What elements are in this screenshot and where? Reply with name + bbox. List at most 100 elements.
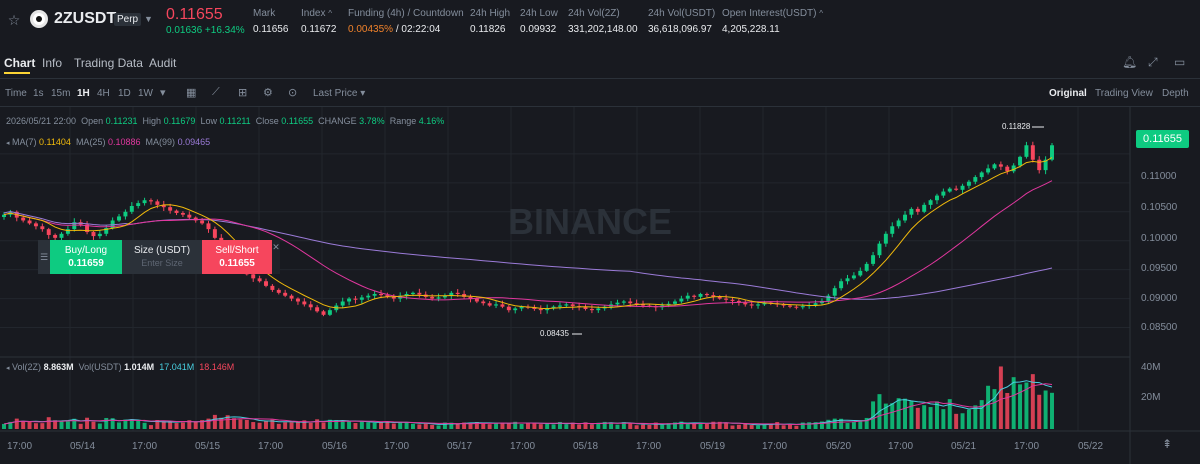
volume-bar <box>934 401 939 429</box>
candlestick-chart[interactable]: BINANCE 0.11828 0.08435 <box>0 107 1200 464</box>
volume-bar <box>807 422 812 429</box>
candle <box>123 211 128 217</box>
candle <box>72 222 77 230</box>
settings-icon[interactable]: ⚙ <box>263 87 273 99</box>
candle <box>91 232 96 237</box>
volume-bar <box>85 417 90 429</box>
favorite-star-icon[interactable]: ☆ <box>7 12 21 28</box>
interval-1d[interactable]: 1D <box>118 88 131 99</box>
volume-bar <box>302 420 307 429</box>
tab-info[interactable]: Info <box>42 56 63 70</box>
symbol-name[interactable]: 2ZUSDT <box>54 10 117 27</box>
candle <box>736 300 741 303</box>
bell-icon[interactable]: 🔔︎ <box>1122 55 1138 69</box>
volume-bar <box>142 422 147 429</box>
volume-bar <box>494 423 499 429</box>
volume-bar <box>986 385 991 429</box>
tab-chart[interactable]: Chart <box>4 56 36 70</box>
grid-icon[interactable]: ⊞ <box>238 87 248 99</box>
size-field: Size (USDT) <box>122 240 202 274</box>
volume-bar <box>417 424 422 429</box>
buy-long-button[interactable]: Buy/Long 0.11659 <box>50 240 122 274</box>
size-input[interactable] <box>126 258 198 268</box>
volume-bar <box>78 423 83 429</box>
interval-1w[interactable]: 1W <box>138 88 153 99</box>
volume-bar <box>372 422 377 429</box>
candle <box>200 220 205 224</box>
volume-bar <box>155 419 160 429</box>
candle <box>698 293 703 297</box>
close-icon[interactable]: ✕ <box>272 240 280 274</box>
ohlc-legend: 2026/05/21 22:00 Open 0.11231 High 0.116… <box>6 116 445 126</box>
tab-trading-data[interactable]: Trading Data <box>74 56 143 70</box>
expand-icon[interactable]: ⤢ <box>1148 55 1158 69</box>
stat-funding-value: 0.00435% / 02:22:04 <box>348 24 441 35</box>
volume-bar <box>813 422 818 429</box>
volume-bar <box>506 423 511 429</box>
volume-bar <box>430 424 435 429</box>
view-depth[interactable]: Depth <box>1162 88 1189 99</box>
volume-bar <box>219 417 224 429</box>
ticker-header: ☆ 2ZUSDT Perp ▼ 0.11655 0.01636 +16.34% … <box>0 0 1200 44</box>
calendar-icon[interactable]: ▦ <box>186 87 197 99</box>
volume-bar <box>513 421 518 429</box>
candle <box>800 306 805 308</box>
price-type-select[interactable]: Last Price ▾ <box>313 88 366 99</box>
candle <box>1018 156 1023 166</box>
volume-bar <box>839 418 844 429</box>
symbol-dropdown-icon[interactable]: ▼ <box>144 14 153 24</box>
interval-1s[interactable]: 1s <box>33 88 44 99</box>
view-trading-view[interactable]: Trading View <box>1095 88 1153 99</box>
candle <box>436 297 441 299</box>
size-label: Size (USDT) <box>133 245 191 256</box>
volume-bar <box>660 424 665 429</box>
candle <box>845 278 850 282</box>
volume-bar <box>391 423 396 429</box>
volume-bar <box>347 421 352 429</box>
candle <box>564 304 569 306</box>
candle <box>308 304 313 308</box>
quick-order-panel: ☰ Buy/Long 0.11659 Size (USDT) Sell/Shor… <box>38 240 280 274</box>
volume-bar <box>519 423 524 429</box>
candle <box>366 295 371 298</box>
volume-bar <box>903 398 908 429</box>
volume-bar <box>21 420 26 429</box>
interval-more-icon[interactable]: ▾ <box>160 87 166 99</box>
stat-vol-label: 24h Vol(2Z) <box>568 8 620 19</box>
drag-handle-icon[interactable]: ☰ <box>38 240 50 274</box>
interval-15m[interactable]: 15m <box>51 88 71 99</box>
ma25-line <box>3 180 1053 308</box>
view-original[interactable]: Original <box>1049 88 1087 99</box>
watermark: BINANCE <box>508 201 672 242</box>
time-tick: 05/15 <box>195 441 221 452</box>
volume-bar <box>864 417 869 429</box>
candle <box>973 177 978 182</box>
sell-short-button[interactable]: Sell/Short 0.11655 <box>202 240 272 274</box>
target-icon[interactable]: ⊙ <box>288 87 298 99</box>
volume-bar <box>474 421 479 429</box>
candle <box>1037 159 1042 171</box>
volume-bar <box>295 422 300 429</box>
indicator-icon[interactable]: ⟋ <box>212 86 220 98</box>
interval-4h[interactable]: 4H <box>97 88 110 99</box>
volume-bar <box>308 422 313 429</box>
candle <box>212 229 217 238</box>
time-tick: 05/17 <box>447 441 473 452</box>
volume-bar <box>1018 384 1023 429</box>
scroll-to-latest-icon[interactable]: ⇞ <box>1162 437 1173 451</box>
candle <box>858 270 863 276</box>
candle <box>404 293 409 296</box>
interval-1h[interactable]: 1H <box>77 88 90 99</box>
candle <box>762 302 767 305</box>
price-tick: 0.09500 <box>1141 263 1178 274</box>
window-icon[interactable]: ▭ <box>1174 55 1186 69</box>
candle <box>788 305 792 307</box>
volume-bar <box>724 422 729 429</box>
volume-bar <box>1005 392 1010 429</box>
candle <box>417 292 422 295</box>
candle <box>1050 145 1054 160</box>
stat-oi-value: 4,205,228.11 <box>722 24 780 35</box>
candle <box>692 295 697 297</box>
tab-audit[interactable]: Audit <box>149 56 177 70</box>
time-tick: 17:00 <box>132 441 158 452</box>
